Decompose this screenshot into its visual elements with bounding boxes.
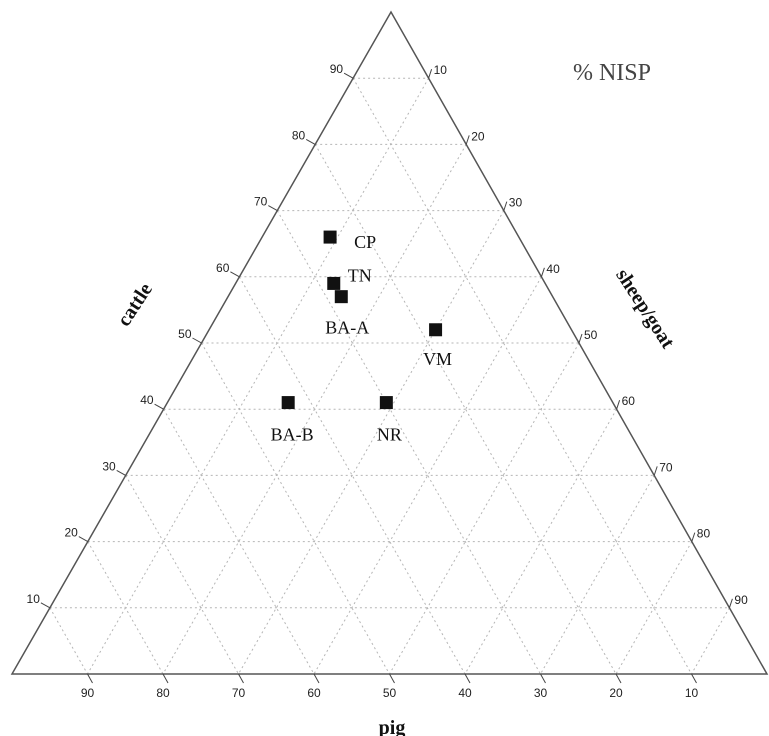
grid-line-sheep-goat-10: [87, 77, 430, 675]
tick-label-cattle-30: 30: [102, 459, 116, 473]
tick-label-pig-80: 80: [156, 686, 170, 700]
tick-mark-pig-20: [615, 673, 622, 684]
grid-line-pig-50: [201, 342, 390, 675]
tick-label-sheep-goat-90: 90: [734, 593, 748, 607]
grid-line-pig-90: [49, 607, 88, 675]
tick-mark-sheep-goat-20: [465, 135, 470, 145]
axis-title-cattle: cattle: [113, 279, 157, 330]
tick-label-sheep-goat-30: 30: [509, 196, 523, 210]
tick-label-cattle-60: 60: [216, 261, 230, 275]
grid-line-sheep-goat-70: [540, 475, 655, 675]
grid-line-pig-30: [276, 210, 541, 675]
tick-mark-sheep-goat-30: [503, 201, 508, 211]
tick-mark-pig-60: [313, 673, 320, 684]
tick-label-pig-30: 30: [534, 686, 548, 700]
tick-mark-cattle-70: [268, 205, 278, 212]
triangle-outline: [10, 10, 769, 675]
grid-line-pig-20: [314, 144, 617, 675]
tick-mark-cattle-40: [154, 403, 164, 410]
tick-label-cattle-10: 10: [27, 592, 41, 606]
tick-mark-pig-30: [540, 673, 546, 684]
tick-mark-pig-70: [238, 673, 244, 684]
tick-mark-cattle-30: [116, 469, 126, 476]
grid-line-pig-10: [352, 77, 692, 675]
point-label-nr: NR: [377, 425, 402, 445]
point-label-ba-b: BA-B: [271, 425, 314, 445]
tick-mark-pig-40: [464, 673, 471, 684]
tick-label-pig-50: 50: [383, 686, 397, 700]
point-label-ba-a: BA-A: [325, 318, 369, 338]
tick-label-sheep-goat-20: 20: [471, 129, 485, 143]
tick-mark-sheep-goat-50: [578, 333, 583, 344]
tick-mark-sheep-goat-80: [691, 532, 696, 542]
point-label-vm: VM: [423, 349, 452, 369]
tick-label-pig-40: 40: [458, 686, 472, 700]
grid-line-pig-70: [125, 475, 239, 675]
tick-mark-cattle-60: [230, 271, 240, 278]
data-point-nr: [379, 396, 393, 410]
chart-title: % NISP: [573, 60, 651, 86]
tick-label-sheep-goat-40: 40: [546, 262, 560, 276]
tick-mark-sheep-goat-10: [428, 69, 433, 79]
tick-mark-cattle-80: [305, 138, 316, 145]
tick-label-sheep-goat-70: 70: [659, 460, 673, 474]
data-point-vm: [429, 323, 443, 337]
grid-layer: [49, 77, 730, 675]
tick-mark-pig-50: [389, 673, 395, 684]
tick-mark-pig-80: [162, 673, 169, 684]
triangle-frame: [10, 10, 769, 675]
grid-line-sheep-goat-80: [615, 541, 693, 675]
tick-mark-cattle-50: [192, 337, 202, 344]
point-layer: CP TN BA-A VM BA-B NR: [271, 230, 452, 445]
tick-label-pig-60: 60: [307, 686, 321, 700]
point-label-cp: CP: [354, 232, 376, 252]
grid-line-sheep-goat-90: [691, 607, 730, 675]
axis-title-pig: pig: [379, 717, 406, 736]
tick-label-pig-90: 90: [81, 686, 95, 700]
tick-label-cattle-50: 50: [178, 327, 192, 341]
tick-label-cattle-40: 40: [140, 393, 154, 407]
grid-line-sheep-goat-40: [313, 276, 542, 675]
grid-line-pig-80: [87, 541, 164, 675]
grid-line-pig-60: [163, 408, 315, 675]
grid-line-sheep-goat-60: [464, 408, 618, 675]
tick-label-sheep-goat-80: 80: [697, 527, 711, 541]
axis-title-sheep-goat: sheep/goat: [611, 265, 679, 353]
tick-mark-pig-90: [87, 673, 93, 684]
tick-mark-sheep-goat-90: [728, 598, 733, 608]
tick-label-cattle-20: 20: [64, 526, 78, 540]
tick-layer: 10 20 30 40 50 60 70 80 90 10 20 30 40 50 60 70 80 90 90 80…: [27, 62, 749, 700]
tick-label-sheep-goat-50: 50: [584, 328, 598, 342]
tick-mark-sheep-goat-70: [653, 466, 658, 476]
tick-mark-cattle-90: [343, 72, 354, 79]
tick-mark-pig-10: [691, 673, 697, 684]
data-point-ba-a: [334, 290, 348, 304]
tick-label-cattle-70: 70: [254, 195, 268, 209]
tick-mark-cattle-10: [40, 602, 51, 609]
grid-line-sheep-goat-50: [389, 342, 580, 675]
tick-label-pig-20: 20: [609, 686, 623, 700]
tick-label-pig-10: 10: [685, 686, 699, 700]
tick-mark-cattle-20: [78, 536, 89, 543]
data-point-cp: [323, 230, 337, 244]
tick-label-sheep-goat-10: 10: [434, 63, 448, 77]
data-point-ba-b: [281, 396, 295, 410]
point-label-tn: TN: [348, 265, 372, 285]
tick-label-sheep-goat-60: 60: [622, 394, 636, 408]
tick-label-cattle-80: 80: [292, 128, 306, 142]
tick-mark-sheep-goat-40: [540, 267, 545, 277]
tick-label-cattle-90: 90: [330, 62, 344, 76]
tick-mark-sheep-goat-60: [616, 400, 621, 410]
data-point-tn: [327, 276, 341, 290]
tick-label-pig-70: 70: [232, 686, 246, 700]
grid-line-sheep-goat-30: [238, 210, 505, 675]
